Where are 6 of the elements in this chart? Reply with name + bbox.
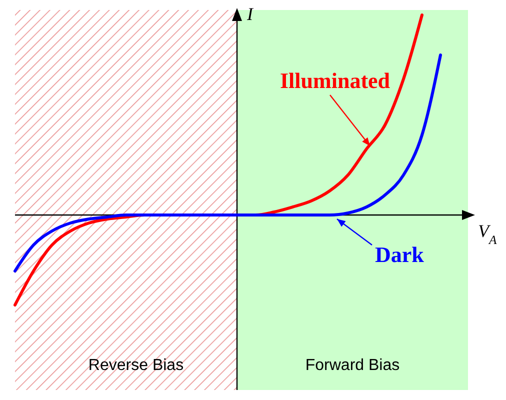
series-label: Illuminated bbox=[280, 68, 390, 93]
text: Reverse Bias bbox=[88, 357, 184, 374]
legend-label: Dark bbox=[375, 242, 425, 267]
x-axis-title: V$_{A}$ bbox=[478, 221, 497, 247]
y-axis-title: I bbox=[246, 4, 254, 24]
text: Forward Bias bbox=[305, 357, 400, 374]
